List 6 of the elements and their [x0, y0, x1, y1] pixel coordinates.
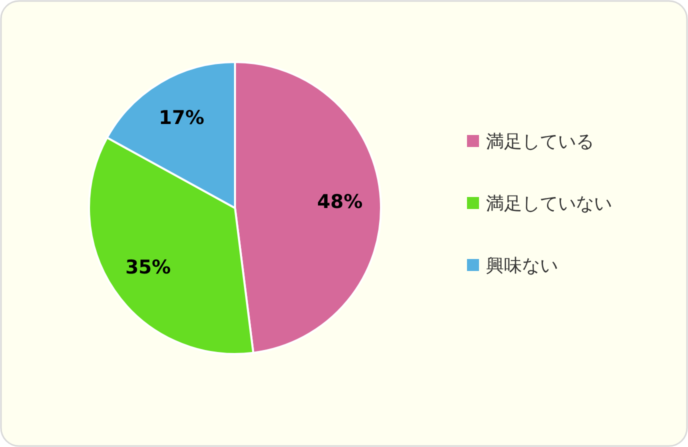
legend-label: 興味ない: [486, 255, 558, 276]
legend-label: 満足している: [486, 131, 594, 152]
legend-label: 満足していない: [486, 193, 612, 214]
data-label: 17%: [158, 107, 204, 130]
data-label: 35%: [125, 256, 171, 279]
data-label: 48%: [317, 191, 363, 214]
